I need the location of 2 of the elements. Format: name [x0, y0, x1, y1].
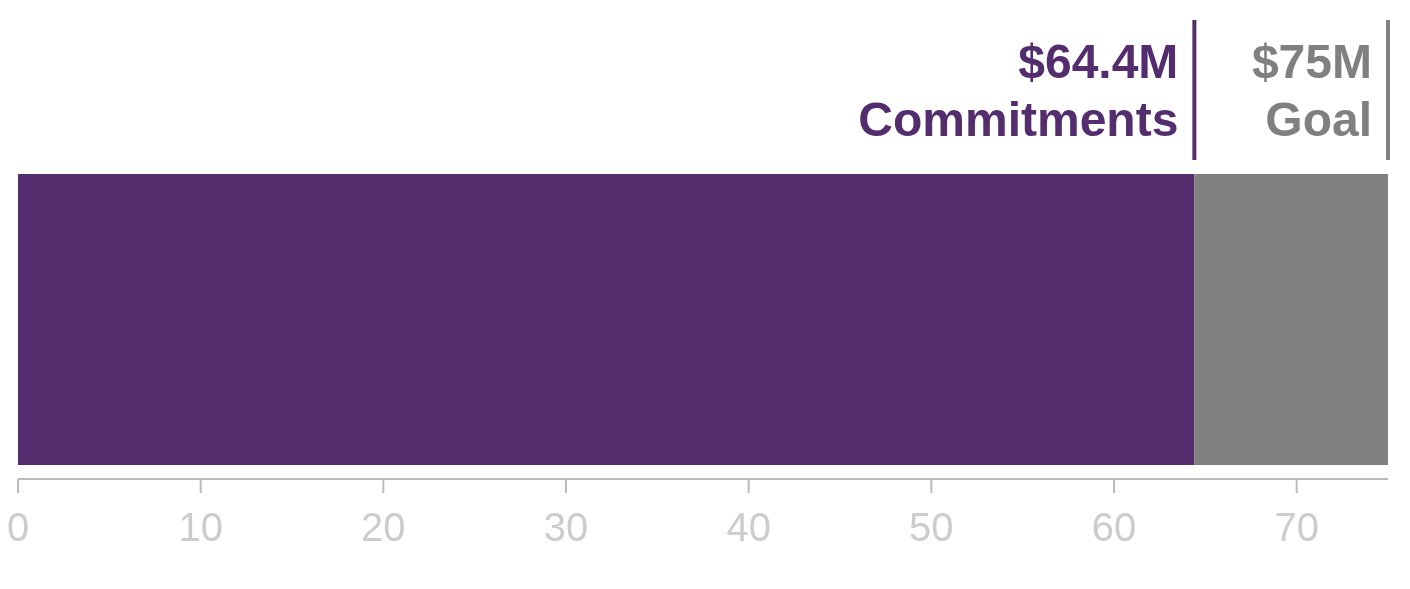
ref-line-label: $64.4M Commitments [858, 35, 1179, 146]
ref-line-label: $75M Goal [1251, 35, 1372, 146]
